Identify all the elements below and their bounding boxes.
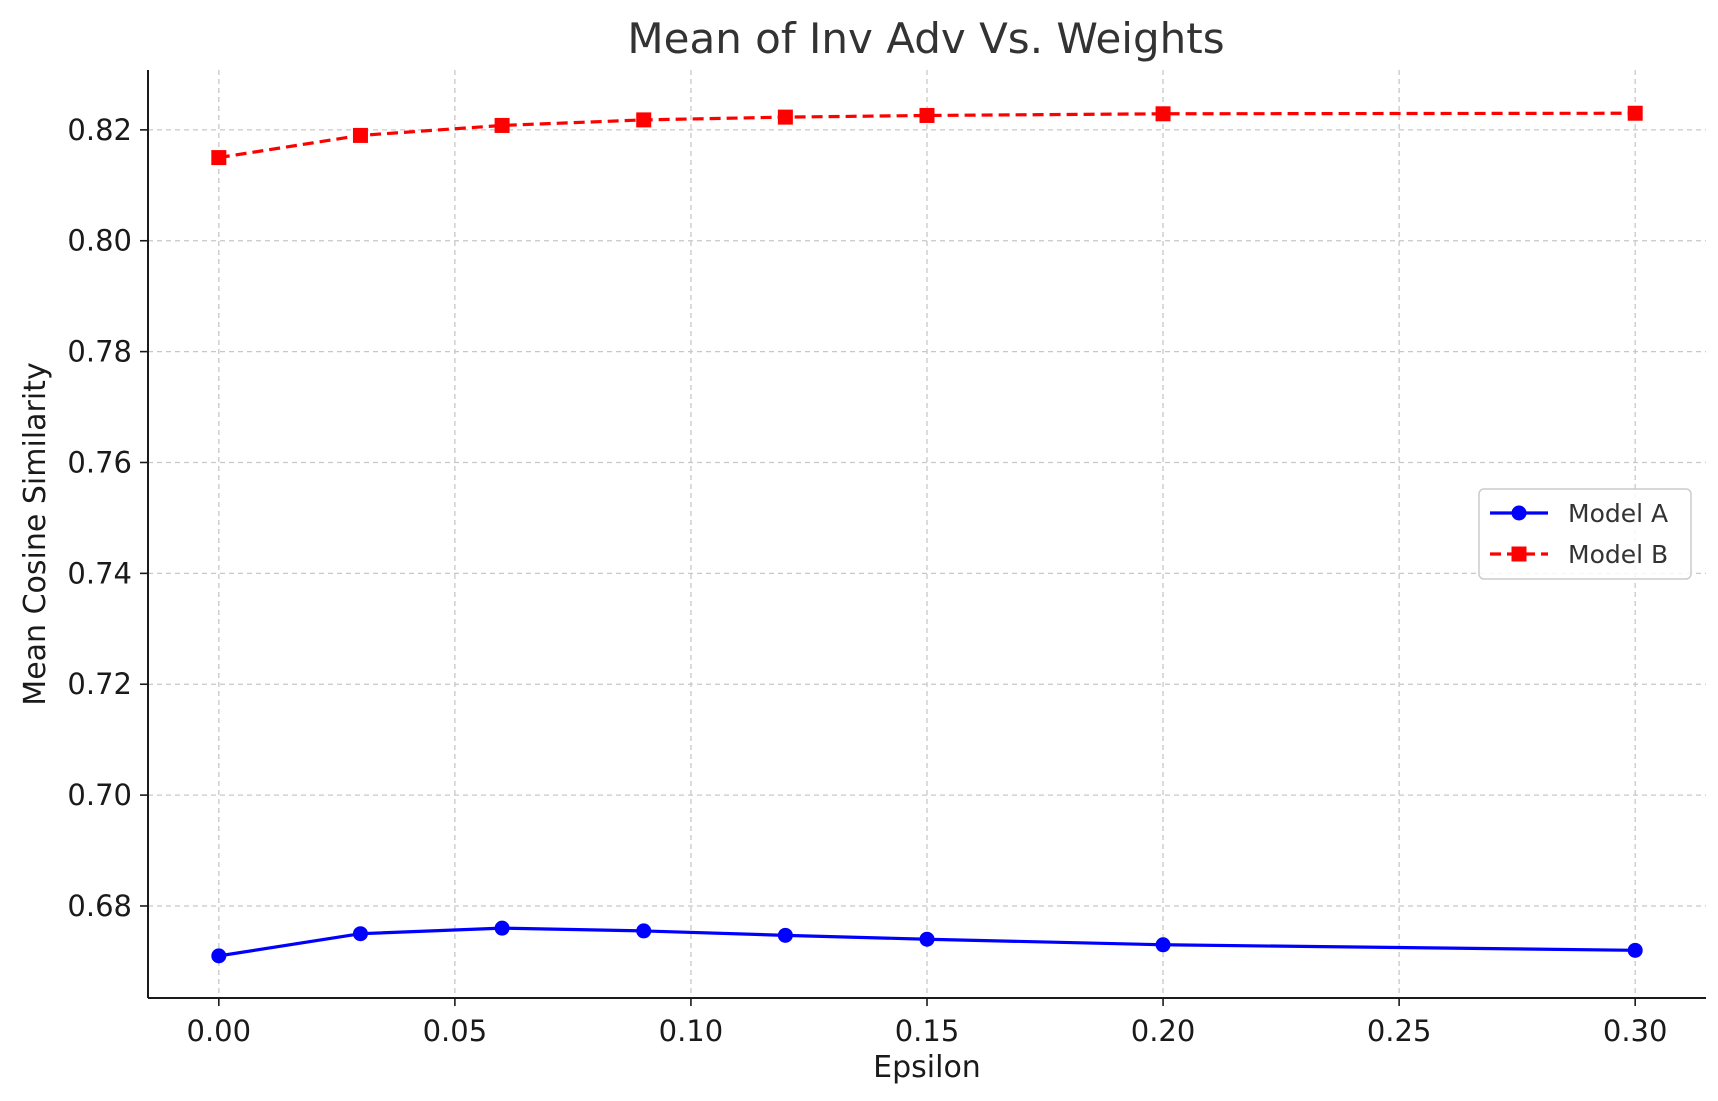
data-point-marker — [1155, 937, 1171, 953]
data-point-marker — [494, 920, 510, 936]
y-tick-label: 0.82 — [67, 113, 132, 147]
x-tick-label: 0.25 — [1367, 1014, 1432, 1048]
data-point-marker — [1155, 106, 1171, 122]
legend-marker — [1511, 546, 1527, 562]
y-tick-label: 0.70 — [67, 778, 132, 812]
y-tick-label: 0.76 — [67, 445, 132, 479]
data-point-marker — [352, 926, 368, 942]
data-point-marker — [777, 927, 793, 943]
x-tick-label: 0.20 — [1131, 1014, 1196, 1048]
legend-label: Model A — [1568, 499, 1668, 528]
y-tick-label: 0.80 — [67, 224, 132, 258]
x-tick-label: 0.15 — [895, 1014, 960, 1048]
y-ticks: 0.68 0.70 0.72 0.74 0.76 0.78 0.80 0.82 — [67, 113, 148, 923]
grid-lines — [148, 70, 1706, 998]
x-ticks: 0.00 0.05 0.10 0.15 0.20 0.25 0.30 — [187, 998, 1668, 1048]
x-tick-label: 0.00 — [187, 1014, 252, 1048]
x-axis-title: Epsilon — [873, 1050, 981, 1085]
data-point-marker — [919, 107, 935, 123]
data-point-marker — [1627, 105, 1643, 121]
y-tick-label: 0.74 — [67, 556, 132, 590]
series-2 — [211, 105, 1643, 166]
data-point-marker — [636, 923, 652, 939]
x-tick-label: 0.30 — [1603, 1014, 1668, 1048]
y-axis-title: Mean Cosine Similarity — [18, 362, 53, 705]
series — [211, 105, 1643, 964]
data-point-marker — [211, 150, 227, 166]
legend-label: Model B — [1568, 540, 1668, 569]
data-point-marker — [777, 109, 793, 125]
legend-marker — [1511, 505, 1527, 521]
data-point-marker — [211, 948, 227, 964]
series-line — [218, 926, 1636, 958]
y-tick-label: 0.78 — [67, 335, 132, 369]
data-point-marker — [1627, 942, 1643, 958]
data-point-marker — [919, 931, 935, 947]
y-tick-label: 0.68 — [67, 889, 132, 923]
legend: Model A Model B — [1478, 488, 1692, 580]
data-point-marker — [494, 117, 510, 133]
x-tick-label: 0.10 — [659, 1014, 724, 1048]
y-tick-label: 0.72 — [67, 667, 132, 701]
data-point-marker — [352, 127, 368, 143]
data-point-marker — [636, 112, 652, 128]
x-tick-label: 0.05 — [423, 1014, 488, 1048]
series-1 — [211, 920, 1643, 964]
chart-title: Mean of Inv Adv Vs. Weights — [627, 14, 1224, 63]
legend-item: Model B — [1490, 540, 1668, 569]
series-line — [218, 111, 1636, 160]
legend-item: Model A — [1490, 499, 1668, 528]
